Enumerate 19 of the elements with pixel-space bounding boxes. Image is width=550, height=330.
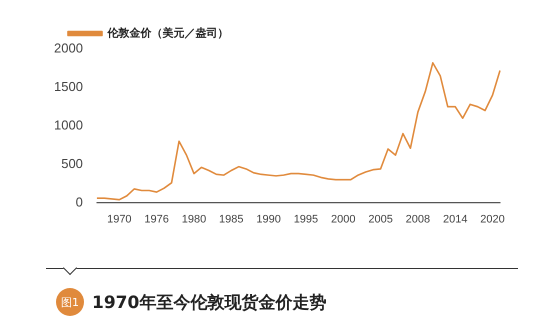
y-tick-label: 1500 [54,79,83,94]
x-tick-label: 1985 [219,213,244,226]
legend-label: 伦敦金价（美元／盎司） [106,26,228,40]
y-tick-label: 2000 [54,40,83,56]
x-tick-label: 2000 [331,213,356,226]
x-tick-label: 1990 [256,213,281,226]
x-tick-label: 2014 [442,213,468,226]
x-tick-label: 1980 [182,213,206,226]
x-tick-label: 1976 [144,213,169,226]
y-tick-label: 500 [61,156,83,171]
x-tick-label: 2020 [480,213,505,226]
caption: 图1 [56,288,84,316]
x-tick-label: 1995 [294,213,318,226]
y-tick-label: 1000 [54,117,83,132]
x-tick-label: 1970 [107,213,132,226]
x-tick-label: 2008 [406,213,430,226]
text: 1970年至今伦敦现货金价走势 [92,292,326,314]
x-tick-label: 2005 [368,213,393,226]
y-tick-label: 0 [76,194,83,210]
